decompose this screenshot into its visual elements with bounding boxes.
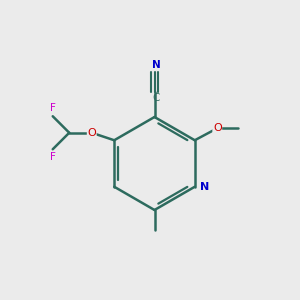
Text: C: C: [152, 93, 160, 103]
Text: N: N: [200, 182, 209, 192]
Text: O: O: [213, 123, 222, 133]
Text: F: F: [50, 103, 56, 113]
Text: O: O: [87, 128, 96, 138]
Text: F: F: [50, 152, 56, 162]
Text: N: N: [152, 61, 160, 70]
